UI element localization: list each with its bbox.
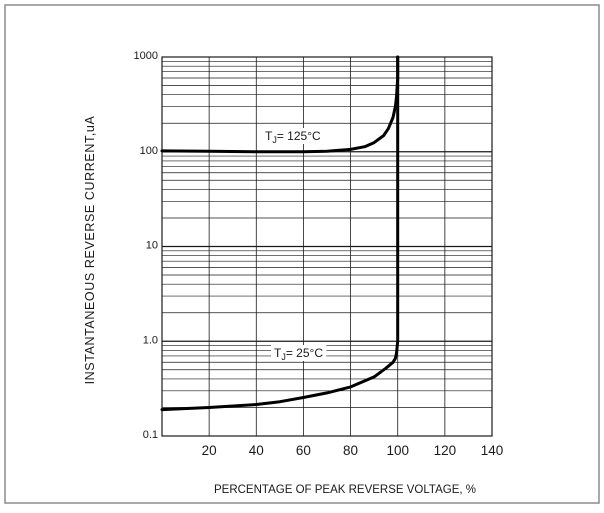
x-tick-label: 120 [434,443,457,458]
x-tick-label: 80 [343,443,358,458]
grid [162,57,492,436]
series-label-background [271,345,327,361]
x-tick-label: 40 [249,443,264,458]
x-tick-label: 140 [481,443,504,458]
outer-border [4,4,600,504]
x-tick-label: 60 [296,443,311,458]
y-tick-label: 1.0 [143,334,158,346]
curves: TJ= 125°C TJ= 25°C [160,55,400,412]
series-line-0 [160,55,400,154]
y-tick-label: 1000 [134,50,158,62]
y-tick-label: 10 [146,240,158,252]
x-tick-label: 20 [202,443,217,458]
x-tick-label: 100 [386,443,409,458]
x-axis-label: PERCENTAGE OF PEAK REVERSE VOLTAGE, % [214,484,476,496]
y-tick-label: 100 [140,145,158,157]
series-label-0: TJ= 125°C [265,129,321,145]
series-line-1 [160,55,400,412]
series-label-1: TJ= 25°C [274,346,323,362]
axis-ticks: 20 40 60 80 100 120 140 0.1 1.0 10 100 1000 [134,50,504,458]
y-tick-label: 0.1 [143,429,158,441]
series-label-background [262,128,325,144]
plot-area-border [161,56,493,437]
y-axis-label: INSTANTANEOUS REVERSE CURRENT,uA [83,116,97,385]
